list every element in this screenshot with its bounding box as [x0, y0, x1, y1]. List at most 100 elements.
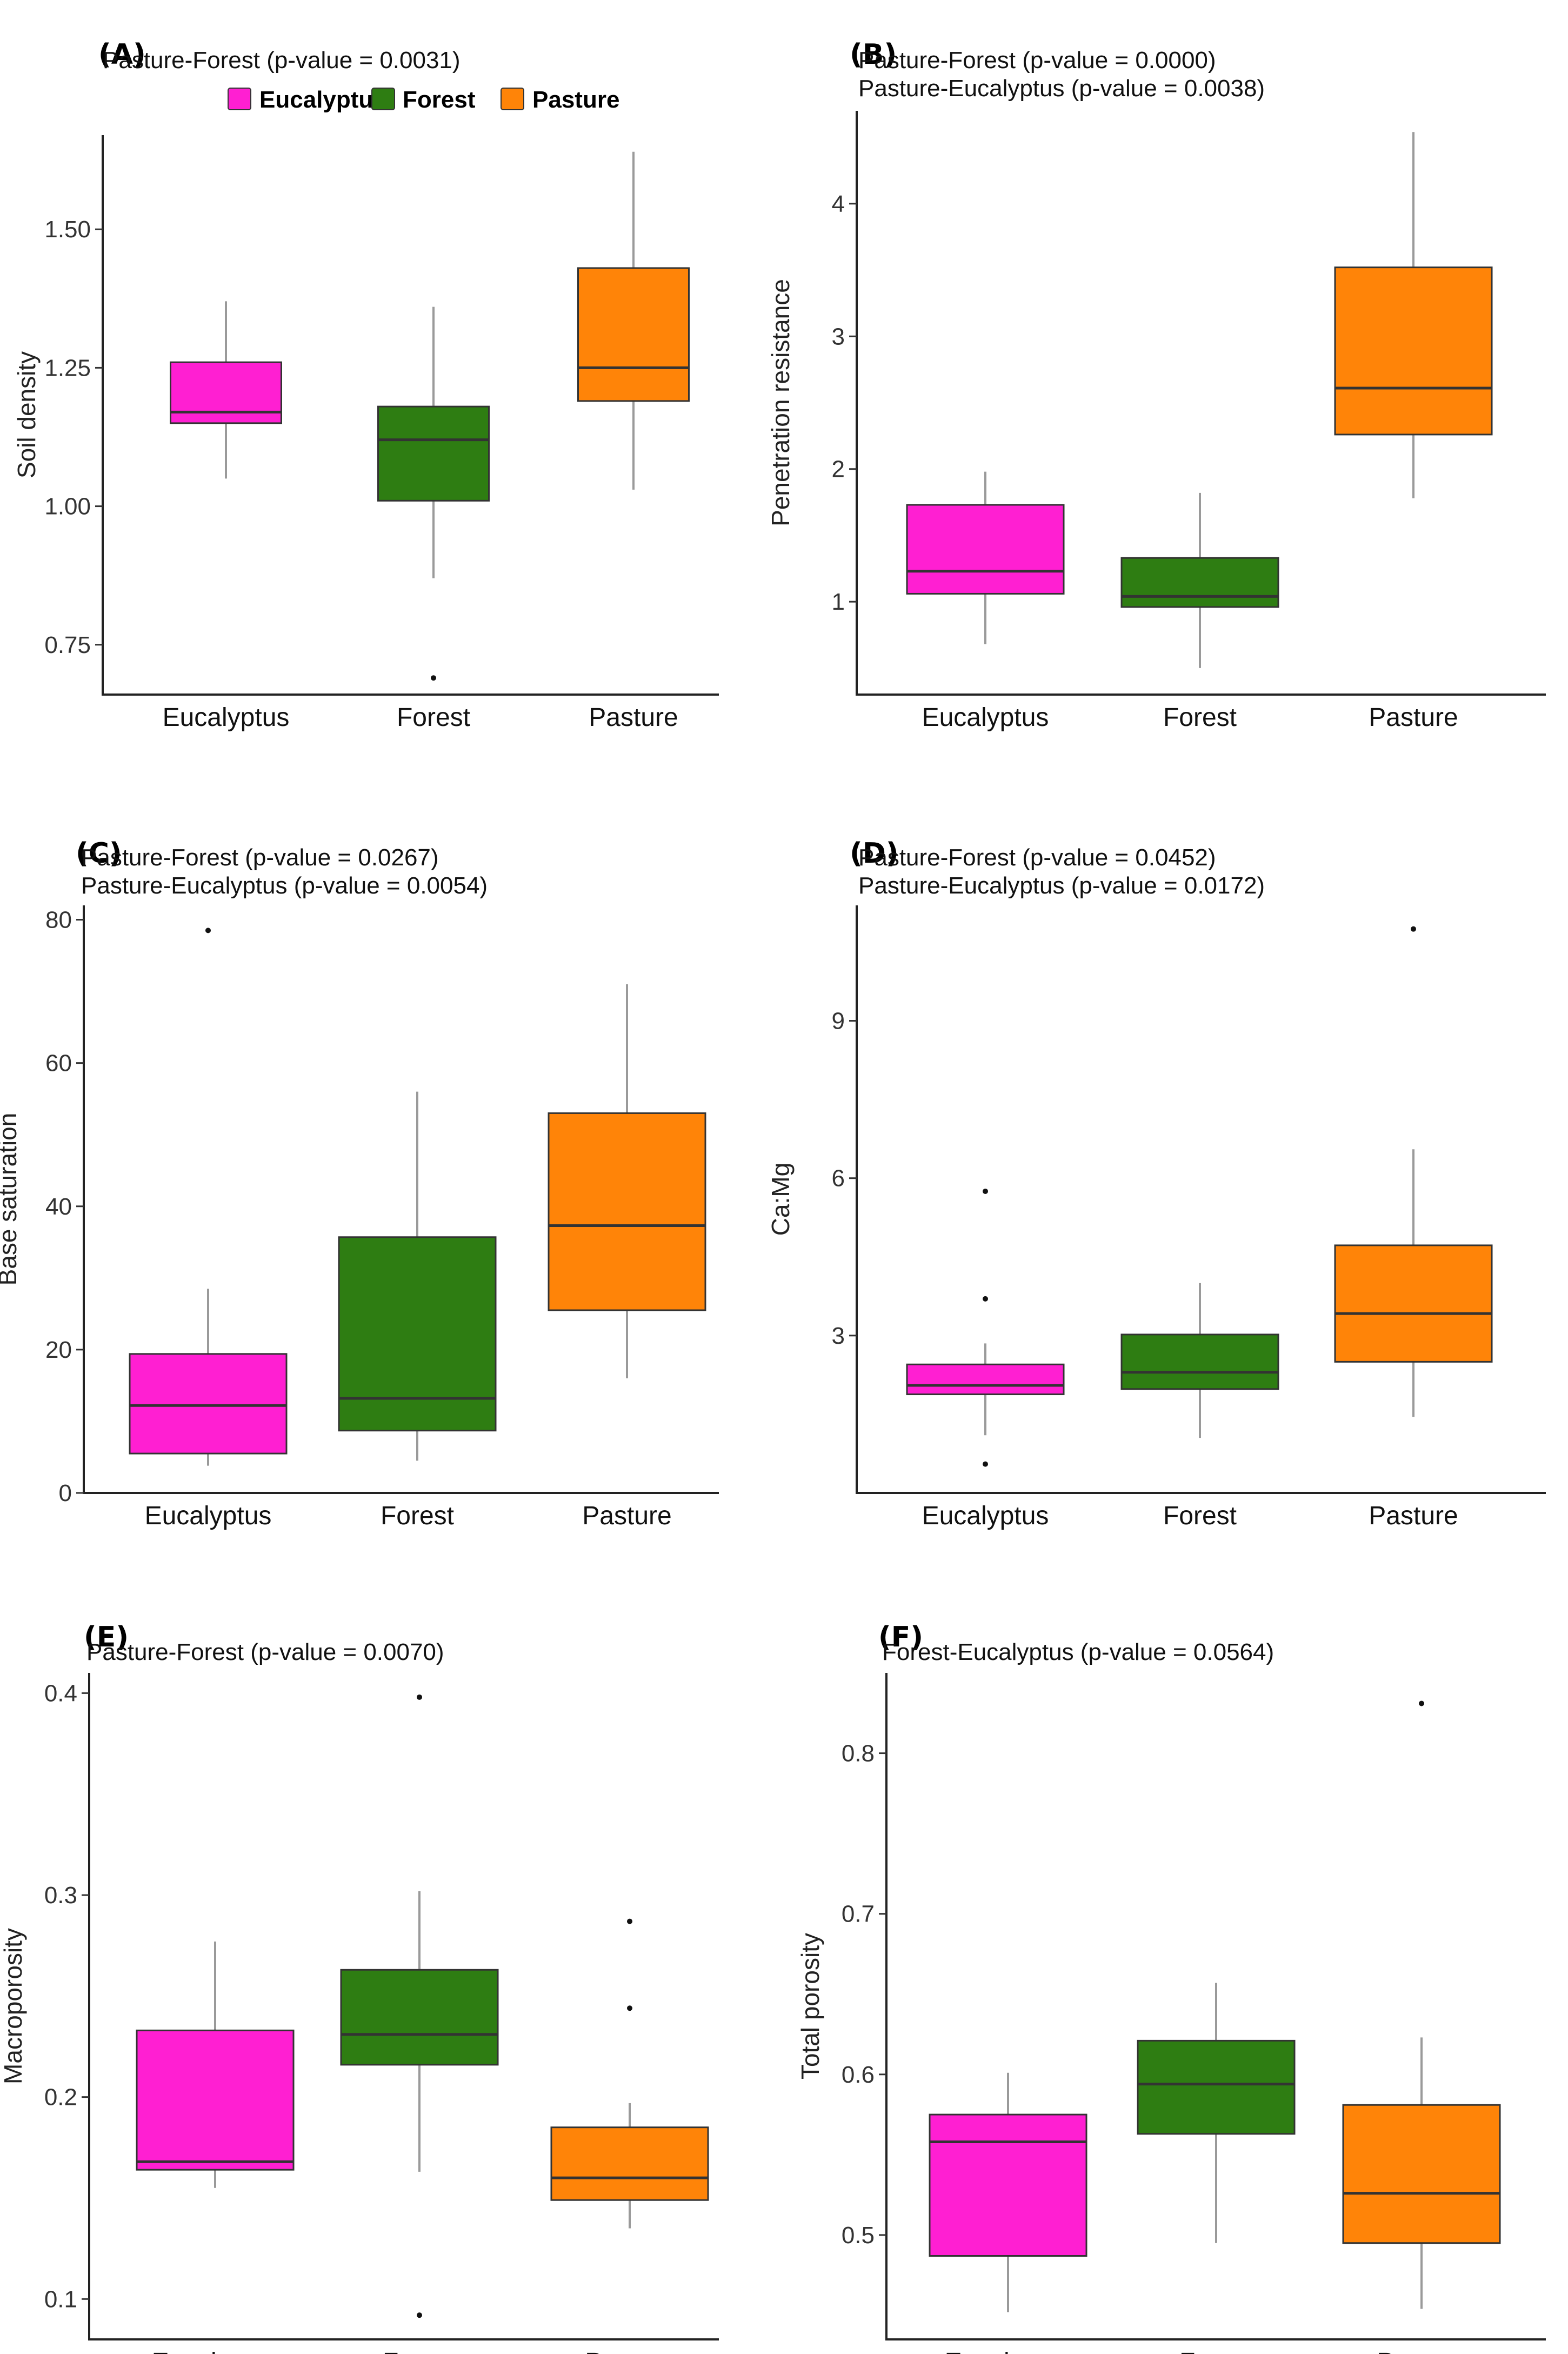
y-tick-label: 1.25: [44, 355, 91, 381]
pvalue-annotation: Pasture-Eucalyptus (p-value = 0.0054): [81, 872, 488, 899]
x-category-label: Eucalyptus: [152, 2348, 279, 2354]
legend-swatch-forest: [371, 88, 395, 110]
y-axis-title: Penetration resistance: [766, 279, 795, 526]
y-tick-label: 60: [45, 1050, 72, 1077]
legend-swatch-eucalyptus: [228, 88, 251, 110]
axis-lines: [885, 1673, 1546, 2340]
panel-e: (E)Pasture-Forest (p-value = 0.0070) 0.1 0…: [0, 1621, 719, 2354]
panel-c: (C)Pasture-Forest (p-value = 0.0267)Past…: [0, 837, 719, 1530]
iqr-box: [906, 504, 1065, 595]
legend-label-eucalyptus: Eucalyptus: [259, 86, 386, 113]
x-category-label: Forest: [1163, 1502, 1237, 1530]
y-tick-label: 3: [832, 323, 845, 350]
y-tick-label: 20: [45, 1337, 72, 1363]
legend-swatch-pasture: [501, 88, 524, 110]
x-category-label: Pasture: [585, 2348, 674, 2354]
outlier-point: [205, 928, 211, 933]
y-tick-label: 3: [832, 1323, 845, 1349]
box-pasture: [577, 151, 690, 490]
x-category-label: Forest: [381, 1502, 454, 1530]
panel-label: (F): [878, 1621, 923, 1653]
outlier-point: [983, 1188, 988, 1194]
y-tick-label: 9: [832, 1008, 845, 1035]
iqr-box: [906, 1363, 1065, 1396]
y-axis-title: Soil density: [12, 351, 41, 478]
box-pasture: [548, 984, 706, 1378]
x-category-label: Eucalyptus: [945, 2348, 1072, 2354]
iqr-box: [338, 1236, 497, 1432]
panel-label: (C): [76, 837, 122, 870]
x-category-label: Pasture: [589, 703, 678, 732]
y-axis-title: Ca:Mg: [766, 1163, 795, 1236]
box-eucalyptus: [906, 1188, 1065, 1467]
x-category-label: Pasture: [1369, 1502, 1458, 1530]
y-tick-label: 80: [45, 907, 72, 933]
axis-lines: [856, 905, 1546, 1494]
y-tick-label: 0.2: [44, 2084, 77, 2111]
outlier-point: [1419, 1701, 1424, 1706]
iqr-box: [1137, 2039, 1296, 2135]
pvalue-annotation: Pasture-Eucalyptus (p-value = 0.0172): [858, 872, 1265, 899]
outlier-point: [431, 675, 436, 681]
iqr-box: [170, 361, 282, 424]
box-eucalyptus: [906, 471, 1065, 644]
axis-lines: [856, 111, 1546, 696]
pvalue-annotation: Forest-Eucalyptus (p-value = 0.0564): [882, 1639, 1274, 1665]
outlier-point: [417, 1694, 422, 1700]
box-forest: [1137, 1983, 1296, 2243]
pvalue-annotation: Pasture-Forest (p-value = 0.0267): [81, 844, 439, 871]
x-category-label: Forest: [1163, 703, 1237, 732]
iqr-box: [929, 2113, 1087, 2257]
iqr-box: [1334, 1244, 1493, 1363]
axis-lines: [102, 135, 719, 696]
y-tick-label: 0.3: [44, 1882, 77, 1909]
box-eucalyptus: [929, 2072, 1087, 2312]
y-tick-label: 40: [45, 1193, 72, 1220]
box-eucalyptus: [136, 1941, 295, 2188]
y-tick-label: 0.75: [44, 632, 91, 658]
y-tick-label: 1.50: [44, 216, 91, 243]
panel-f: (F)Forest-Eucalyptus (p-value = 0.0564) 0…: [796, 1621, 1546, 2354]
y-axis-title: Total porosity: [796, 1933, 824, 2079]
box-pasture: [1342, 1701, 1501, 2309]
y-axis-title: Base saturation: [0, 1113, 22, 1286]
x-category-label: Forest: [383, 2348, 456, 2354]
iqr-box: [548, 1112, 706, 1311]
iqr-box: [377, 405, 490, 502]
iqr-box: [340, 1969, 499, 2066]
legend-label-forest: Forest: [403, 86, 476, 113]
outlier-point: [983, 1461, 988, 1467]
x-category-label: Pasture: [1369, 703, 1458, 732]
y-tick-label: 0.4: [44, 1680, 77, 1706]
y-tick-label: 1.00: [44, 494, 91, 520]
x-category-label: Forest: [1179, 2348, 1253, 2354]
box-forest: [338, 1091, 497, 1461]
box-eucalyptus: [170, 301, 282, 479]
iqr-box: [550, 2126, 709, 2201]
y-axis-title: Macroporosity: [0, 1928, 27, 2084]
iqr-box: [1334, 266, 1493, 436]
panel-label: (B): [850, 38, 897, 71]
box-forest: [340, 1694, 499, 2318]
x-category-label: Eucalyptus: [922, 703, 1049, 732]
pvalue-annotation: Pasture-Eucalyptus (p-value = 0.0038): [858, 75, 1265, 102]
iqr-box: [1120, 1333, 1279, 1390]
box-pasture: [550, 1918, 709, 2229]
x-category-label: Eucalyptus: [922, 1502, 1049, 1530]
y-tick-label: 6: [832, 1165, 845, 1192]
iqr-box: [129, 1353, 288, 1455]
pvalue-annotation: Pasture-Forest (p-value = 0.0452): [858, 844, 1216, 871]
iqr-box: [1342, 2104, 1501, 2244]
y-tick-label: 0: [59, 1480, 72, 1506]
legend: Eucalyptus Forest Pasture: [228, 86, 619, 113]
outlier-point: [1411, 926, 1416, 932]
y-tick-label: 1: [832, 589, 845, 615]
x-category-label: Pasture: [1377, 2348, 1466, 2354]
panel-b: (B)Pasture-Forest (p-value = 0.0000)Past…: [766, 38, 1546, 732]
y-tick-label: 0.7: [842, 1901, 875, 1928]
box-forest: [377, 306, 490, 681]
pvalue-annotation: Pasture-Forest (p-value = 0.0031): [103, 47, 461, 74]
box-pasture: [1334, 926, 1493, 1417]
box-forest: [1120, 492, 1279, 668]
